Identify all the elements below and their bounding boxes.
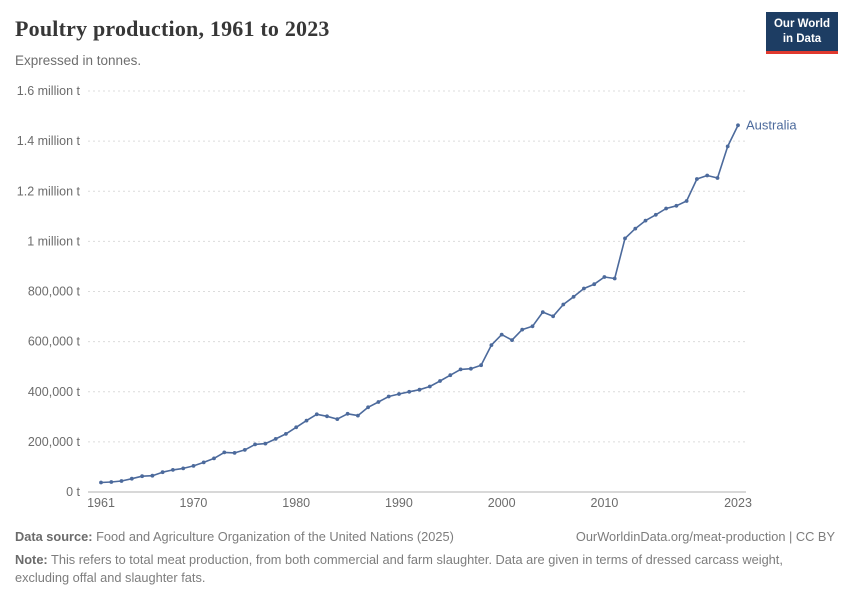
y-axis-tick-label: 0 t xyxy=(66,485,80,499)
y-axis-tick-label: 1 million t xyxy=(27,234,80,248)
x-axis-tick-label: 2010 xyxy=(591,496,619,510)
data-point-marker xyxy=(140,474,145,479)
chart-footer: Data source: Food and Agriculture Organi… xyxy=(0,520,850,600)
data-point-marker xyxy=(201,460,206,465)
chart-subtitle: Expressed in tonnes. xyxy=(15,53,142,68)
data-point-marker xyxy=(602,275,607,279)
y-axis-tick-label: 200,000 t xyxy=(28,435,81,449)
y-axis-tick-label: 600,000 t xyxy=(28,335,81,349)
data-point-marker xyxy=(551,314,555,319)
data-source-text: Food and Agriculture Organization of the… xyxy=(96,529,454,544)
data-point-marker xyxy=(294,425,299,430)
data-point-marker xyxy=(479,363,483,368)
data-point-marker xyxy=(469,366,473,371)
data-point-marker xyxy=(119,479,124,483)
data-point-marker xyxy=(160,470,165,475)
series-label: Australia xyxy=(746,117,797,132)
data-point-marker xyxy=(99,480,103,485)
data-point-marker xyxy=(705,173,710,178)
x-axis-tick-label: 2023 xyxy=(724,496,752,510)
data-point-marker xyxy=(643,218,648,223)
data-point-marker xyxy=(304,418,309,423)
data-point-marker xyxy=(191,464,196,468)
x-axis-tick-label: 1980 xyxy=(282,496,310,510)
data-point-marker xyxy=(386,394,391,399)
note-text: This refers to total meat production, fr… xyxy=(15,551,783,586)
data-point-marker xyxy=(623,236,627,241)
data-point-marker xyxy=(222,450,227,455)
data-point-marker xyxy=(684,199,689,203)
data-point-marker xyxy=(674,203,679,208)
data-point-marker xyxy=(109,480,114,484)
data-point-marker xyxy=(725,144,730,149)
data-point-marker xyxy=(530,324,535,329)
source-row: Data source: Food and Agriculture Organi… xyxy=(15,528,835,546)
data-point-marker xyxy=(376,400,381,404)
data-source-label: Data source: xyxy=(15,529,93,544)
y-axis-tick-label: 800,000 t xyxy=(28,285,81,299)
data-point-marker xyxy=(653,212,658,217)
data-point-marker xyxy=(150,473,155,478)
data-point-marker xyxy=(314,412,319,417)
data-point-marker xyxy=(407,389,412,394)
data-point-marker xyxy=(284,432,288,436)
chart-note: Note: This refers to total meat producti… xyxy=(15,551,820,588)
data-point-marker xyxy=(325,414,329,419)
data-point-marker xyxy=(458,367,463,372)
x-axis-tick-label: 2000 xyxy=(488,496,516,510)
data-point-marker xyxy=(335,417,340,421)
data-point-marker xyxy=(520,327,525,332)
data-point-marker xyxy=(253,442,257,447)
data-point-marker xyxy=(540,310,545,314)
page-title: Poultry production, 1961 to 2023 xyxy=(15,16,330,41)
x-axis-tick-label: 1990 xyxy=(385,496,413,510)
data-point-marker xyxy=(633,226,638,231)
data-point-marker xyxy=(263,441,268,446)
data-point-marker xyxy=(171,468,175,472)
data-point-marker xyxy=(664,206,668,211)
owid-logo: Our World in Data xyxy=(766,12,838,54)
data-point-marker xyxy=(181,466,186,471)
owid-logo-line1: Our World xyxy=(773,18,830,30)
data-point-marker xyxy=(510,338,514,342)
y-axis-tick-label: 1.4 million t xyxy=(17,134,81,148)
data-point-marker xyxy=(242,448,247,452)
data-point-marker xyxy=(366,405,370,410)
data-point-marker xyxy=(232,451,237,455)
y-axis-tick-label: 1.2 million t xyxy=(17,184,81,198)
data-point-marker xyxy=(499,332,504,337)
data-point-marker xyxy=(356,413,360,418)
data-point-marker xyxy=(129,476,134,481)
data-point-marker xyxy=(397,392,401,396)
data-point-marker xyxy=(448,373,453,378)
data-point-marker xyxy=(438,379,442,383)
owid-logo-line2: in Data xyxy=(782,32,822,45)
data-point-marker xyxy=(571,294,576,299)
data-point-marker xyxy=(695,177,699,181)
line-chart-canvas: 0 t 200,000 t 400,000 t 600,000 t 800,000 t 1… xyxy=(17,84,798,510)
x-axis-tick-label: 1970 xyxy=(180,496,208,510)
data-point-marker xyxy=(212,456,216,461)
x-axis-tick-label: 1961 xyxy=(87,496,115,510)
data-point-marker xyxy=(417,387,422,392)
y-axis-tick-label: 1.6 million t xyxy=(17,84,81,98)
note-label: Note: xyxy=(15,551,48,567)
data-point-marker xyxy=(736,123,740,128)
logo-accent-bar xyxy=(766,50,838,54)
data-point-marker xyxy=(345,411,350,416)
data-point-marker xyxy=(582,286,586,291)
data-point-marker xyxy=(427,384,432,389)
data-point-marker xyxy=(489,343,494,347)
data-source: Data source: Food and Agriculture Organi… xyxy=(15,528,454,546)
attribution-link: OurWorldinData.org/meat-production | CC … xyxy=(575,529,835,544)
y-axis-tick-label: 400,000 t xyxy=(28,385,81,399)
data-point-marker xyxy=(612,276,617,281)
series-line xyxy=(100,124,739,484)
data-point-marker xyxy=(592,282,597,287)
data-point-marker xyxy=(273,437,278,441)
data-point-marker xyxy=(561,302,566,307)
data-point-marker xyxy=(715,176,720,180)
